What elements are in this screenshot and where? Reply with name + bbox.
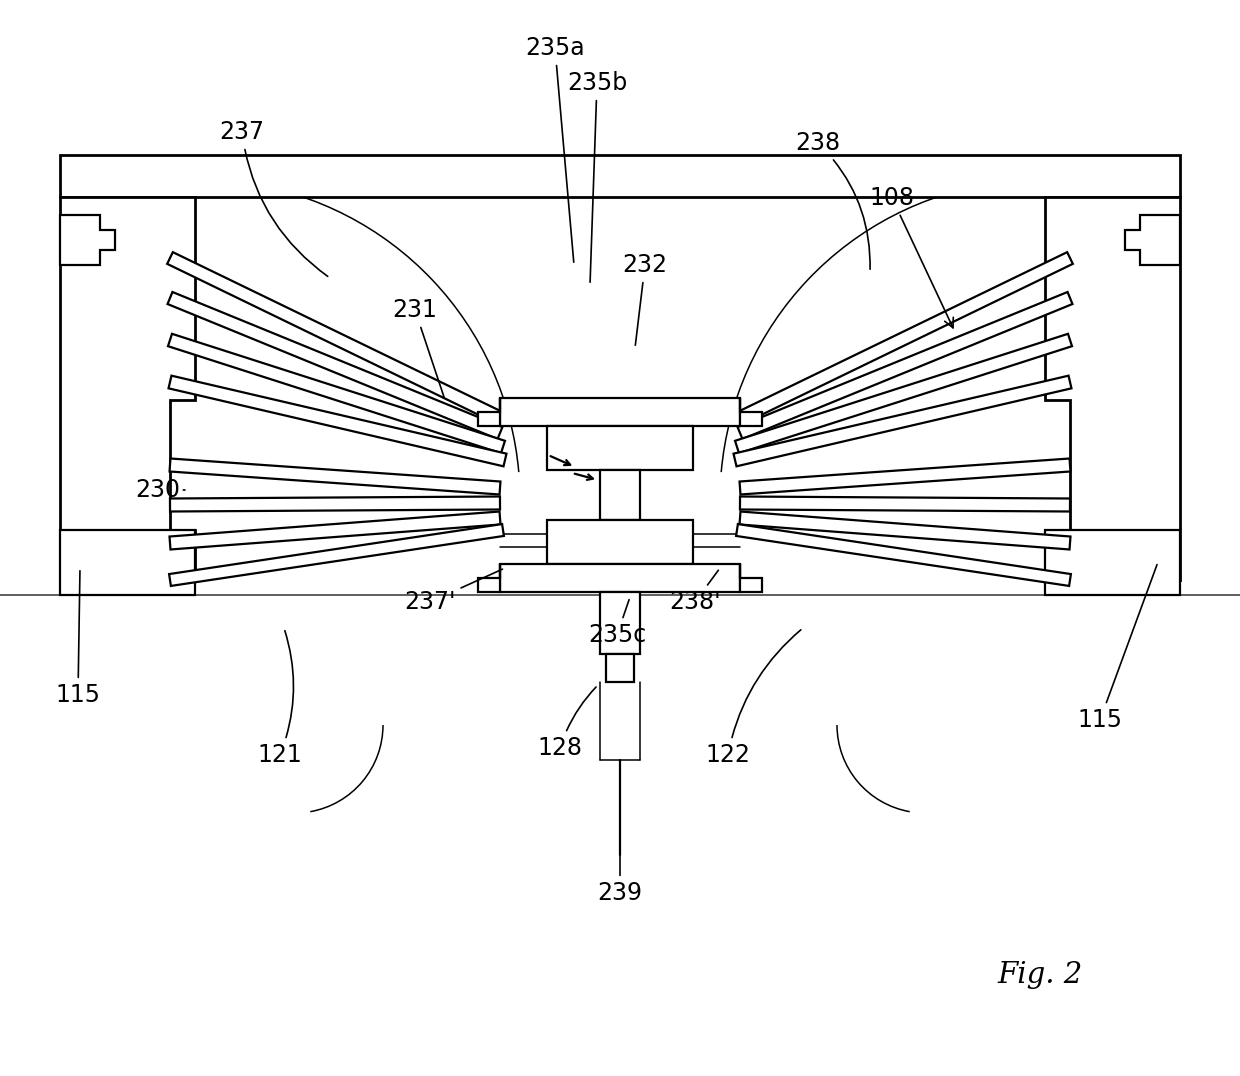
Text: 128: 128 xyxy=(537,686,596,760)
Text: 121: 121 xyxy=(258,631,303,767)
Text: 238: 238 xyxy=(795,131,870,269)
Polygon shape xyxy=(169,524,503,586)
Bar xyxy=(500,564,740,592)
Text: 235c: 235c xyxy=(588,599,646,647)
Text: 239: 239 xyxy=(598,854,642,905)
Bar xyxy=(60,155,1180,197)
Polygon shape xyxy=(170,458,501,495)
Bar xyxy=(500,398,740,426)
Text: 115: 115 xyxy=(56,570,100,707)
Polygon shape xyxy=(737,524,1071,586)
Text: Fig. 2: Fig. 2 xyxy=(997,961,1083,989)
Text: 235a: 235a xyxy=(526,36,585,263)
Polygon shape xyxy=(740,496,1070,511)
Text: 230: 230 xyxy=(135,478,185,502)
Polygon shape xyxy=(1125,215,1180,265)
Bar xyxy=(547,520,693,564)
Bar xyxy=(600,470,640,520)
Polygon shape xyxy=(1045,530,1180,595)
Polygon shape xyxy=(60,197,195,580)
Polygon shape xyxy=(735,334,1073,453)
Polygon shape xyxy=(740,398,763,426)
Text: 237: 237 xyxy=(219,121,327,277)
Polygon shape xyxy=(60,215,115,265)
Text: 231: 231 xyxy=(393,298,444,397)
Polygon shape xyxy=(167,292,502,439)
Text: 232: 232 xyxy=(622,253,667,345)
Polygon shape xyxy=(169,376,506,466)
Polygon shape xyxy=(170,496,500,511)
Polygon shape xyxy=(170,511,501,550)
Polygon shape xyxy=(739,458,1070,495)
Text: 235b: 235b xyxy=(567,71,627,282)
Text: 237': 237' xyxy=(404,569,502,614)
Polygon shape xyxy=(740,564,763,592)
Bar xyxy=(547,426,693,470)
Polygon shape xyxy=(167,334,505,453)
Polygon shape xyxy=(738,292,1073,439)
Text: 122: 122 xyxy=(706,629,801,767)
Polygon shape xyxy=(739,511,1070,550)
Polygon shape xyxy=(1045,197,1180,580)
Text: 115: 115 xyxy=(1078,565,1157,732)
Polygon shape xyxy=(60,530,195,595)
Polygon shape xyxy=(737,252,1073,424)
Bar xyxy=(600,592,640,654)
Text: 238': 238' xyxy=(670,570,720,614)
Polygon shape xyxy=(734,376,1071,466)
Polygon shape xyxy=(167,252,503,424)
Bar xyxy=(606,654,634,682)
Polygon shape xyxy=(477,398,500,426)
Polygon shape xyxy=(477,564,500,592)
Text: 108: 108 xyxy=(869,186,954,328)
